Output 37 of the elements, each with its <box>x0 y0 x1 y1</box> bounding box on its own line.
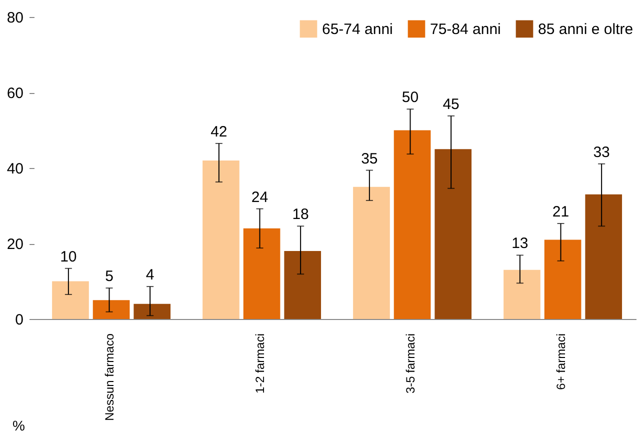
data-label: 13 <box>512 235 528 252</box>
x-tick-label: Nessun farmaco <box>102 333 116 421</box>
bar <box>92 300 130 319</box>
data-label: 50 <box>402 89 419 106</box>
bar <box>52 281 89 319</box>
x-tick-label: 1-2 farmaci <box>252 334 267 394</box>
legend-label: 85 anni e oltre <box>538 20 634 38</box>
data-label: 5 <box>105 268 114 286</box>
y-axis-title: % <box>12 418 25 434</box>
y-tick-label: 40 <box>6 160 24 178</box>
bar <box>134 304 171 319</box>
data-label: 45 <box>442 96 460 113</box>
data-label: 18 <box>292 206 309 224</box>
y-tick-label: 60 <box>6 85 24 102</box>
y-tick-label: 80 <box>6 10 24 26</box>
legend-label: 65-74 anni <box>322 20 393 38</box>
bar <box>202 160 240 319</box>
bar <box>394 130 431 319</box>
y-tick-label: 20 <box>6 236 24 253</box>
bar <box>544 240 582 319</box>
bar <box>284 251 322 319</box>
y-tick-label: 0 <box>15 312 24 328</box>
data-label: 35 <box>361 150 378 168</box>
bar <box>353 186 390 319</box>
bar <box>243 228 280 319</box>
bar <box>434 149 472 319</box>
bar <box>504 270 540 319</box>
x-tick-label: 3-5 farmaci <box>403 334 418 394</box>
data-label: 10 <box>60 248 77 266</box>
bar <box>585 194 622 319</box>
legend-label: 75-84 anni <box>430 20 501 38</box>
x-tick-label: 6+ farmaci <box>554 334 568 390</box>
data-label: 21 <box>552 203 570 220</box>
data-label: 24 <box>251 188 268 206</box>
data-label: 33 <box>593 144 610 161</box>
data-label: 42 <box>210 123 228 140</box>
data-label: 4 <box>146 266 154 284</box>
